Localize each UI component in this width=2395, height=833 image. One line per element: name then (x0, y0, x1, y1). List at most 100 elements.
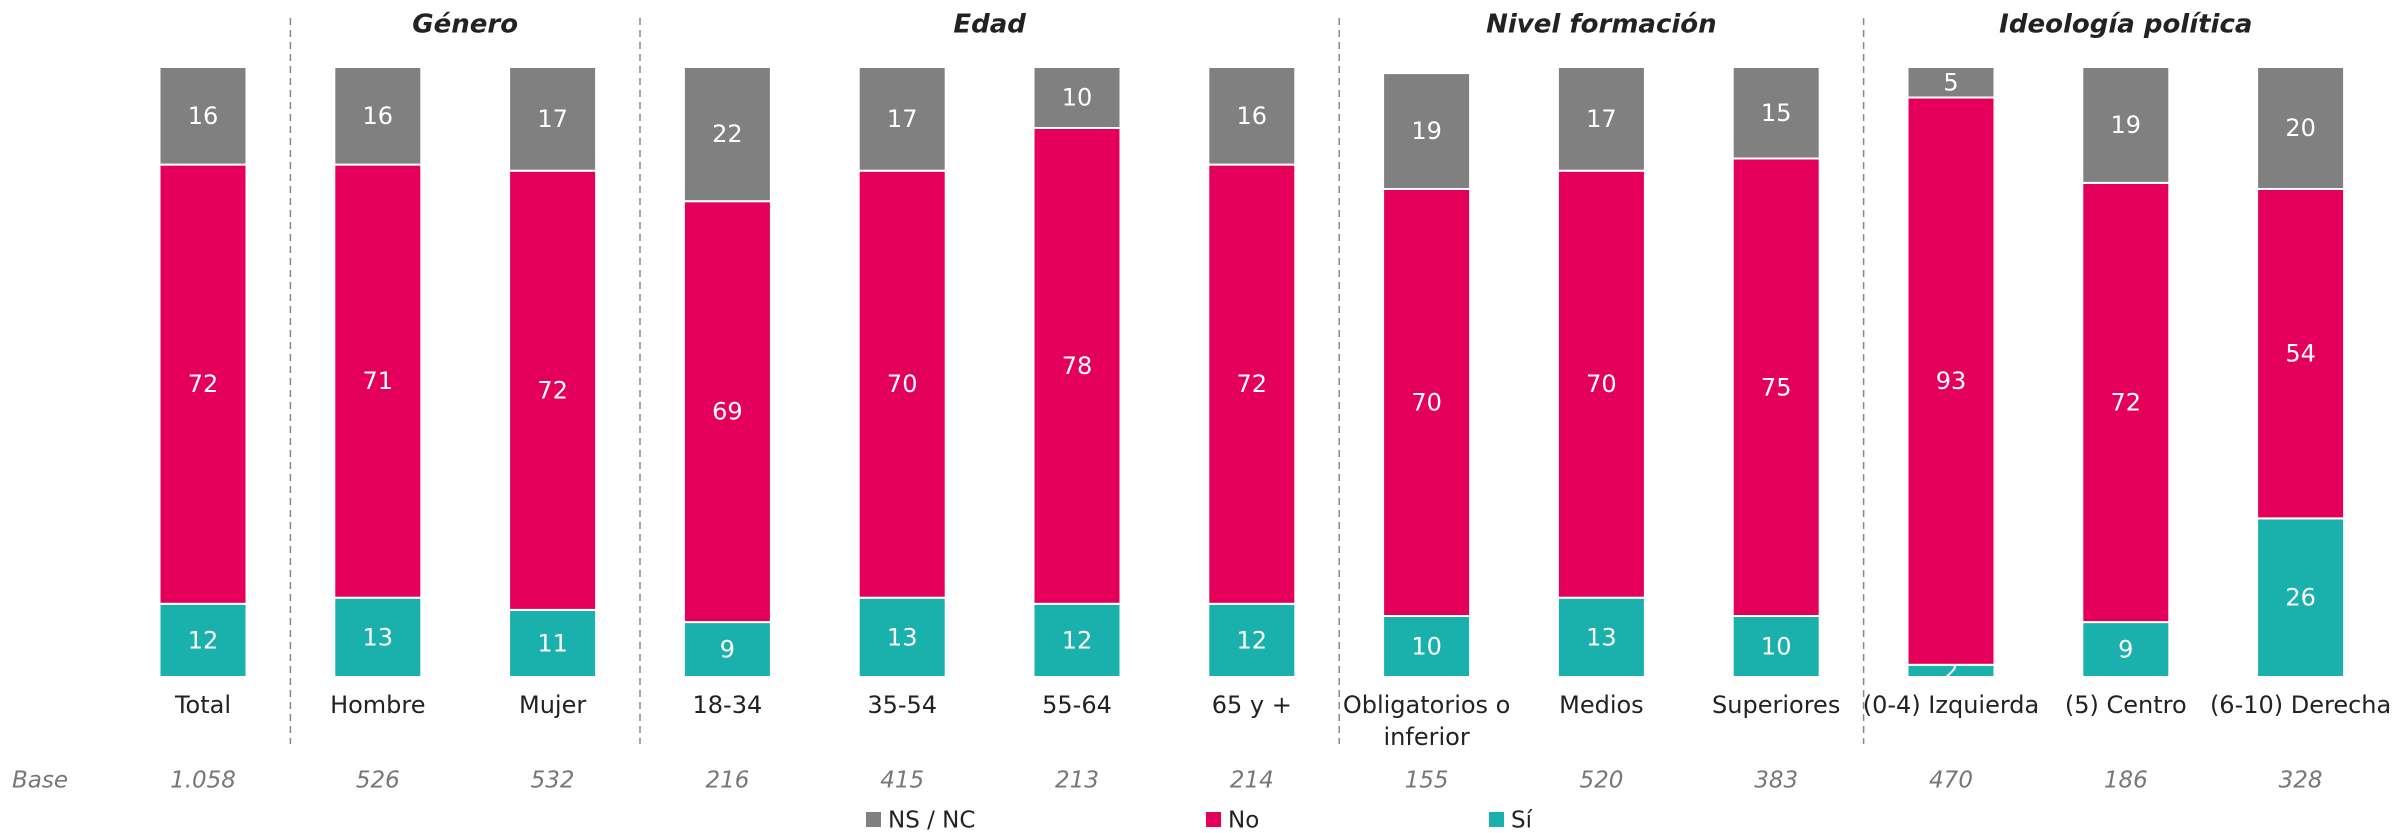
legend-swatch (1206, 812, 1221, 827)
value-label: 16 (188, 102, 219, 130)
base-value: 383 (1754, 768, 1798, 794)
category-label: Obligatorios o inferior (1342, 691, 1511, 751)
bar-segment (682, 66, 772, 203)
bar-segment (1032, 127, 1122, 605)
value-label: 72 (537, 376, 568, 404)
bar-segment (2081, 66, 2171, 184)
category-label: Hombre (330, 691, 426, 719)
bar-segment (1382, 72, 1472, 190)
value-label: 54 (2285, 340, 2316, 368)
value-label: 17 (537, 105, 568, 133)
legend-label: NS / NC (888, 808, 975, 833)
category-label: Total (174, 691, 232, 719)
category-label: Superiores (1712, 691, 1841, 719)
value-label: 22 (712, 120, 743, 148)
category-label: 35-54 (867, 691, 938, 719)
value-label: 69 (712, 398, 743, 426)
bar-segment (1906, 66, 1996, 99)
value-label: 12 (1062, 626, 1093, 654)
bar-segment (857, 596, 947, 679)
category-label: 55-64 (1042, 691, 1112, 719)
legend-label: Sí (1511, 808, 1533, 833)
bar-segment (2081, 181, 2171, 624)
base-value: 214 (1230, 768, 1274, 794)
bar-segment (682, 200, 772, 624)
value-label: 16 (363, 102, 394, 130)
bar-segment (857, 66, 947, 172)
bar-segment (158, 163, 248, 605)
bar-segment (1207, 163, 1297, 605)
group-title: Género (412, 10, 518, 40)
value-label: 26 (2285, 584, 2316, 612)
category-label: (6-10) Derecha (2209, 691, 2392, 719)
category-label: 18-34 (692, 691, 763, 719)
value-label: 70 (887, 370, 918, 398)
base-value: 213 (1055, 768, 1099, 794)
group-title: Nivel formación (1486, 10, 1717, 40)
bar-segment (508, 608, 598, 679)
category-label: 65 y + (1211, 691, 1292, 719)
value-label: 10 (1761, 633, 1792, 661)
value-label: 13 (363, 623, 394, 651)
bar-segment (2256, 188, 2346, 520)
value-label: 71 (363, 367, 394, 395)
value-label: 17 (887, 105, 918, 133)
value-label: 70 (1586, 370, 1617, 398)
base-value: 415 (880, 768, 924, 794)
bar-segment (857, 169, 947, 599)
group-title: Ideología política (1999, 10, 2252, 40)
base-value: 186 (2104, 768, 2148, 794)
category-label: (0-4) Izquierda (1862, 691, 2040, 719)
base-value: 526 (356, 768, 400, 794)
value-label: 19 (1411, 117, 1442, 145)
bar-segment (2256, 66, 2346, 190)
value-label: 15 (1761, 99, 1792, 127)
base-value: 1.058 (170, 768, 236, 794)
category-label: Mujer (518, 691, 587, 719)
bar-segment (1731, 615, 1821, 678)
value-label: 11 (537, 629, 568, 657)
base-title: Base (12, 768, 68, 794)
value-label: 10 (1062, 84, 1093, 112)
value-label: 12 (188, 626, 219, 654)
bar-segment (1207, 66, 1297, 166)
value-label: 5 (1943, 68, 1958, 96)
value-label: 20 (2285, 114, 2316, 142)
bar-segment (1731, 66, 1821, 160)
bar-segment (2081, 621, 2171, 678)
value-label: 12 (1237, 626, 1268, 654)
bar-segment (1382, 615, 1472, 678)
base-value: 470 (1929, 768, 1973, 794)
value-label: 13 (1586, 623, 1617, 651)
value-label: 72 (188, 370, 219, 398)
bar-segment (158, 66, 248, 166)
value-label: 70 (1411, 389, 1442, 417)
base-value: 328 (2279, 768, 2323, 794)
value-label: 16 (1237, 102, 1268, 130)
bar-segment (508, 66, 598, 172)
bar-segment (1382, 188, 1472, 617)
value-label: 72 (2111, 389, 2142, 417)
bar-segment (333, 66, 423, 166)
bar-segment (333, 163, 423, 599)
legend-swatch (866, 812, 881, 827)
base-value: 532 (531, 768, 575, 794)
value-label: 93 (1936, 367, 1967, 395)
bar-segment (1731, 157, 1821, 617)
value-label: 13 (887, 623, 918, 651)
bar-segment (1906, 96, 1996, 666)
value-label: 17 (1586, 105, 1617, 133)
bar-segment (1556, 596, 1646, 679)
value-label: 75 (1761, 373, 1792, 401)
value-label: 9 (2118, 636, 2133, 664)
bar-segment (1556, 66, 1646, 172)
legend-label: No (1228, 808, 1259, 833)
legend-swatch (1489, 812, 1504, 827)
value-label: 9 (720, 636, 735, 664)
value-label: 72 (1237, 370, 1268, 398)
category-label: (5) Centro (2064, 691, 2187, 719)
value-label: 10 (1411, 633, 1442, 661)
base-value: 216 (705, 768, 749, 794)
bar-segment (1032, 66, 1122, 129)
